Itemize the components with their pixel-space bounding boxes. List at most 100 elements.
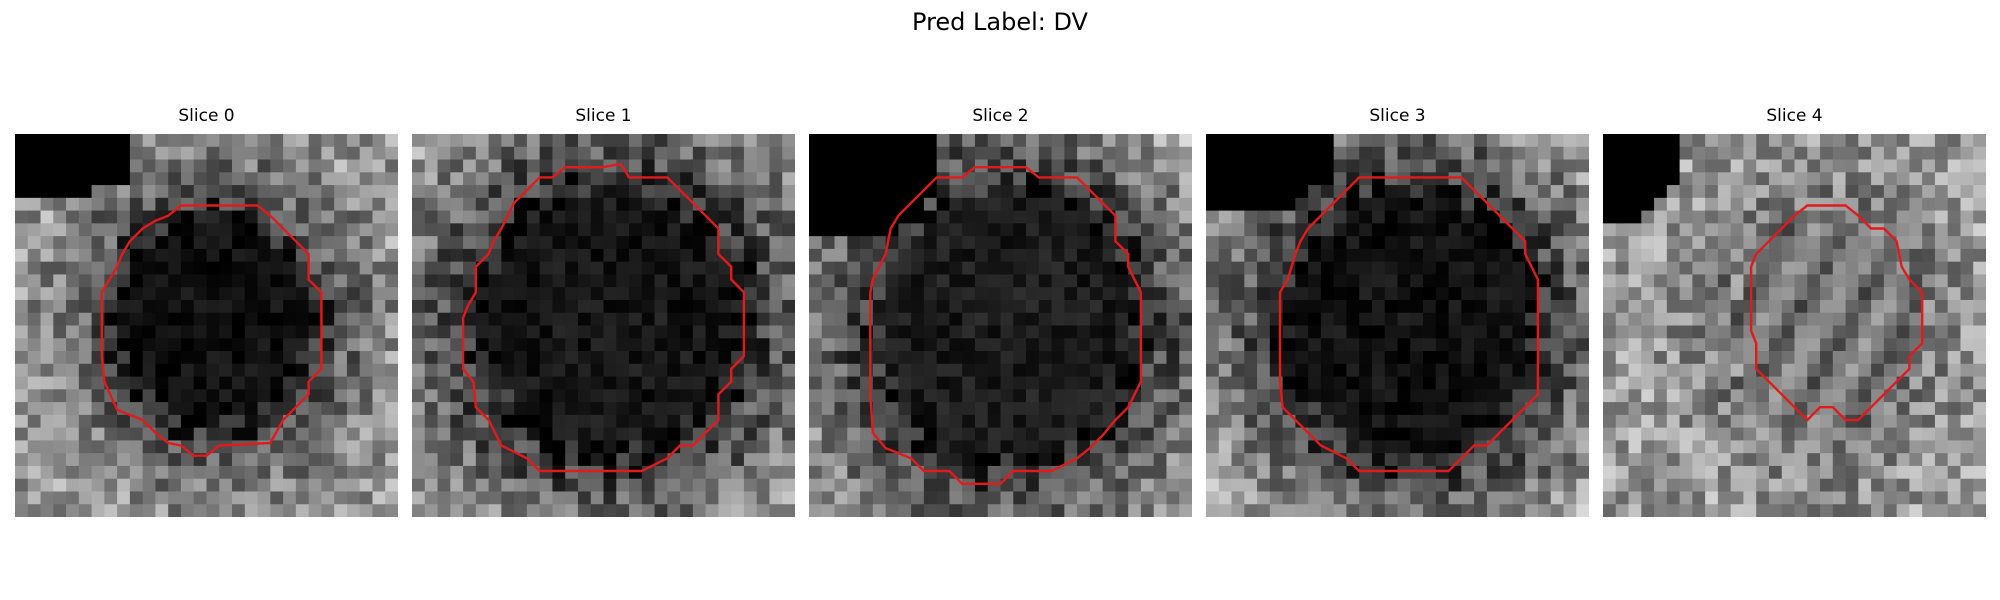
image-pixel <box>616 376 630 390</box>
image-pixel <box>1781 504 1795 517</box>
image-pixel <box>1346 146 1360 160</box>
image-pixel <box>168 172 182 186</box>
image-pixel <box>40 248 54 263</box>
image-pixel <box>1871 465 1885 480</box>
image-pixel <box>501 363 515 377</box>
image-pixel <box>705 287 719 301</box>
image-pixel <box>1679 172 1693 186</box>
image-pixel <box>974 440 989 454</box>
image-pixel <box>385 491 398 505</box>
image-pixel <box>1512 465 1526 480</box>
image-pixel <box>27 287 41 301</box>
image-pixel <box>962 453 976 467</box>
image-pixel <box>1794 351 1808 365</box>
image-pixel <box>1807 248 1821 263</box>
image-pixel <box>40 312 54 326</box>
image-pixel <box>705 338 719 352</box>
image-pixel <box>821 389 835 403</box>
image-pixel <box>219 223 233 237</box>
image-pixel <box>1397 363 1411 377</box>
image-pixel <box>552 287 566 301</box>
image-pixel <box>1320 478 1335 492</box>
image-pixel <box>142 325 156 339</box>
image-pixel <box>295 351 310 365</box>
image-pixel <box>782 312 795 326</box>
image-pixel <box>1576 363 1589 377</box>
image-pixel <box>40 197 54 211</box>
image-pixel <box>1871 414 1885 429</box>
image-pixel <box>1026 491 1040 505</box>
image-pixel <box>1128 312 1142 326</box>
image-pixel <box>117 325 131 339</box>
image-pixel <box>488 159 502 173</box>
image-pixel <box>244 504 258 517</box>
image-pixel <box>1038 287 1052 301</box>
image-pixel <box>1102 465 1116 480</box>
image-pixel <box>1807 210 1821 224</box>
image-pixel <box>53 440 67 454</box>
image-pixel <box>974 197 989 211</box>
image-pixel <box>1730 427 1744 441</box>
image-pixel <box>1282 287 1296 301</box>
image-pixel <box>1102 363 1116 377</box>
image-pixel <box>1128 491 1142 505</box>
image-pixel <box>219 287 233 301</box>
image-pixel <box>437 453 451 467</box>
image-pixel <box>782 376 795 390</box>
image-pixel <box>949 172 963 186</box>
image-pixel <box>321 427 335 441</box>
image-pixel <box>1218 402 1232 416</box>
image-pixel <box>1448 274 1462 288</box>
image-pixel <box>1206 389 1220 403</box>
image-pixel <box>1499 134 1513 148</box>
image-pixel <box>911 427 925 441</box>
image-pixel <box>809 261 823 275</box>
image-pixel <box>168 363 182 377</box>
image-pixel <box>295 210 310 224</box>
image-pixel <box>295 312 310 326</box>
image-pixel <box>1102 491 1116 505</box>
image-pixel <box>1973 146 1986 160</box>
image-pixel <box>501 248 515 263</box>
image-pixel <box>1883 274 1898 288</box>
image-pixel <box>40 504 54 517</box>
image-pixel <box>1871 274 1885 288</box>
image-pixel <box>1563 197 1577 211</box>
image-pixel <box>539 134 553 148</box>
image-pixel <box>334 504 348 517</box>
image-pixel <box>295 465 310 480</box>
image-pixel <box>1410 389 1424 403</box>
image-pixel <box>1717 236 1732 250</box>
image-pixel <box>1499 146 1513 160</box>
image-pixel <box>1384 325 1398 339</box>
image-pixel <box>1563 453 1577 467</box>
image-pixel <box>372 427 386 441</box>
image-pixel <box>334 440 348 454</box>
image-pixel <box>911 223 925 237</box>
image-pixel <box>1717 299 1732 314</box>
image-pixel <box>1423 478 1437 492</box>
image-pixel <box>949 325 963 339</box>
image-pixel <box>577 351 592 365</box>
image-pixel <box>731 427 745 441</box>
image-pixel <box>168 376 182 390</box>
image-pixel <box>654 236 668 250</box>
image-pixel <box>731 223 745 237</box>
image-pixel <box>911 504 925 517</box>
image-pixel <box>450 197 464 211</box>
image-pixel <box>270 363 284 377</box>
image-pixel <box>1896 172 1910 186</box>
image-pixel <box>1820 338 1834 352</box>
image-pixel <box>1858 465 1872 480</box>
image-pixel <box>667 414 681 429</box>
image-pixel <box>359 325 373 339</box>
image-pixel <box>987 465 1001 480</box>
image-pixel <box>885 274 899 288</box>
image-pixel <box>463 465 477 480</box>
image-pixel <box>898 338 912 352</box>
image-pixel <box>168 185 182 199</box>
image-pixel <box>206 414 220 429</box>
image-pixel <box>1435 299 1449 314</box>
image-pixel <box>743 248 758 263</box>
image-pixel <box>1218 440 1232 454</box>
